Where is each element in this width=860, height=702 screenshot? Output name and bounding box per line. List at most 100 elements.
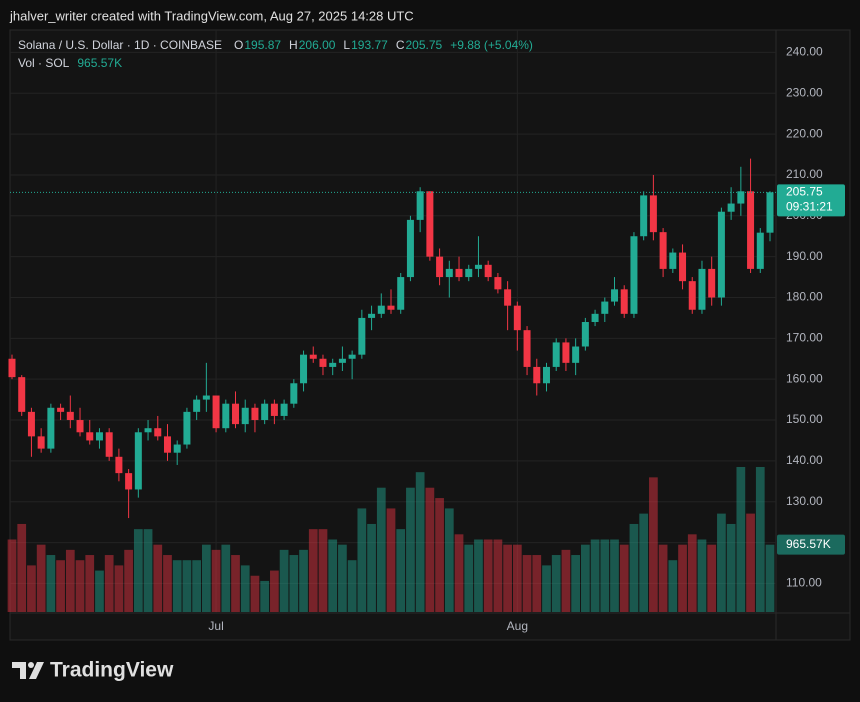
candle-body	[300, 354, 308, 384]
volume-bar	[493, 539, 503, 612]
candle-body	[708, 268, 716, 298]
legend-key: L	[343, 38, 350, 52]
volume-bar	[270, 570, 279, 612]
legend-value: 205.75	[405, 38, 442, 52]
candle-body	[368, 313, 376, 318]
volume-bar	[231, 555, 240, 612]
y-tick-label: 150.00	[786, 412, 823, 426]
volume-bar	[444, 508, 454, 612]
candle-body	[163, 436, 171, 453]
candle-body	[232, 403, 240, 425]
candle-body	[756, 232, 764, 269]
volume-bar	[707, 544, 717, 612]
candle-body	[193, 399, 201, 412]
candle-body	[290, 383, 298, 404]
volume-bar	[46, 555, 56, 612]
legend-value: 193.77	[351, 38, 388, 52]
volume-tag-value: 965.57K	[786, 537, 831, 551]
candle-body	[27, 411, 35, 437]
volume-bar	[7, 539, 17, 612]
volume-bar	[133, 529, 143, 612]
volume-bar	[454, 534, 464, 612]
countdown: 09:31:21	[786, 199, 833, 213]
volume-bar	[250, 575, 260, 612]
candle-body	[688, 281, 696, 310]
y-tick-label: 230.00	[786, 85, 823, 99]
candle-body	[416, 191, 424, 220]
volume-bar	[192, 560, 201, 612]
candle-body	[319, 358, 327, 367]
candle-body	[47, 407, 55, 449]
candle-body	[406, 219, 414, 278]
volume-bar	[522, 555, 532, 612]
volume-bar	[464, 544, 474, 612]
volume-bar	[114, 565, 124, 612]
volume-bar	[75, 560, 85, 612]
candle-body	[494, 277, 502, 290]
candle-body	[261, 403, 269, 421]
legend-value: 195.87	[244, 38, 281, 52]
candle-body	[144, 428, 152, 433]
candle-body	[397, 277, 405, 310]
volume-bar	[85, 555, 95, 612]
volume-bar	[260, 580, 270, 612]
x-tick-label: Jul	[208, 619, 223, 633]
legend-key: O	[234, 38, 243, 52]
candle-body	[552, 342, 560, 367]
volume-bar	[717, 513, 726, 612]
candle-body	[474, 264, 482, 269]
candle-body	[445, 268, 453, 278]
candle-body	[766, 192, 774, 233]
volume-bar	[474, 539, 483, 612]
volume-value: 965.57K	[77, 56, 122, 70]
volume-bar	[658, 544, 668, 612]
candle-body	[348, 354, 356, 359]
candle-body	[533, 366, 541, 384]
volume-bar	[328, 539, 338, 612]
candle-body	[154, 428, 162, 437]
candle-body	[222, 403, 230, 429]
volume-bar	[182, 560, 192, 612]
volume-bar	[279, 549, 289, 612]
candle-body	[329, 362, 337, 367]
candle-body	[679, 252, 687, 282]
legend-key: H	[289, 38, 298, 52]
candle-body	[620, 289, 628, 314]
candle-body	[669, 252, 677, 269]
volume-bar	[95, 570, 104, 612]
volume-bar	[36, 544, 46, 612]
candle-body	[86, 432, 94, 441]
brand: TradingView	[50, 659, 174, 682]
candle-body	[601, 301, 609, 314]
volume-bar	[561, 549, 571, 612]
volume-bar	[347, 560, 357, 612]
candle-body	[572, 346, 580, 363]
volume-bar	[396, 529, 406, 612]
volume-bar	[124, 549, 133, 612]
volume-bar	[143, 529, 153, 612]
volume-tag	[777, 534, 845, 555]
volume-bar	[512, 544, 522, 612]
candle-body	[542, 366, 550, 384]
candle-body	[183, 411, 191, 445]
volume-bar	[318, 529, 328, 612]
candle-body	[358, 317, 366, 355]
candle-body	[57, 407, 65, 412]
volume-bar	[600, 539, 610, 612]
candle-body	[465, 268, 473, 278]
volume-bar	[532, 555, 542, 612]
candle-body	[717, 211, 725, 298]
volume-bar	[619, 544, 629, 612]
candle-body	[581, 322, 589, 347]
candle-body	[484, 264, 492, 278]
candle-body	[95, 432, 103, 441]
volume-bar	[299, 549, 308, 612]
candle-body	[698, 268, 706, 310]
candle-body	[280, 403, 288, 416]
candle-body	[241, 407, 249, 425]
candle-body	[338, 358, 346, 363]
volume-bar	[697, 539, 707, 612]
candle-body	[251, 407, 259, 421]
volume-bar	[367, 523, 376, 612]
